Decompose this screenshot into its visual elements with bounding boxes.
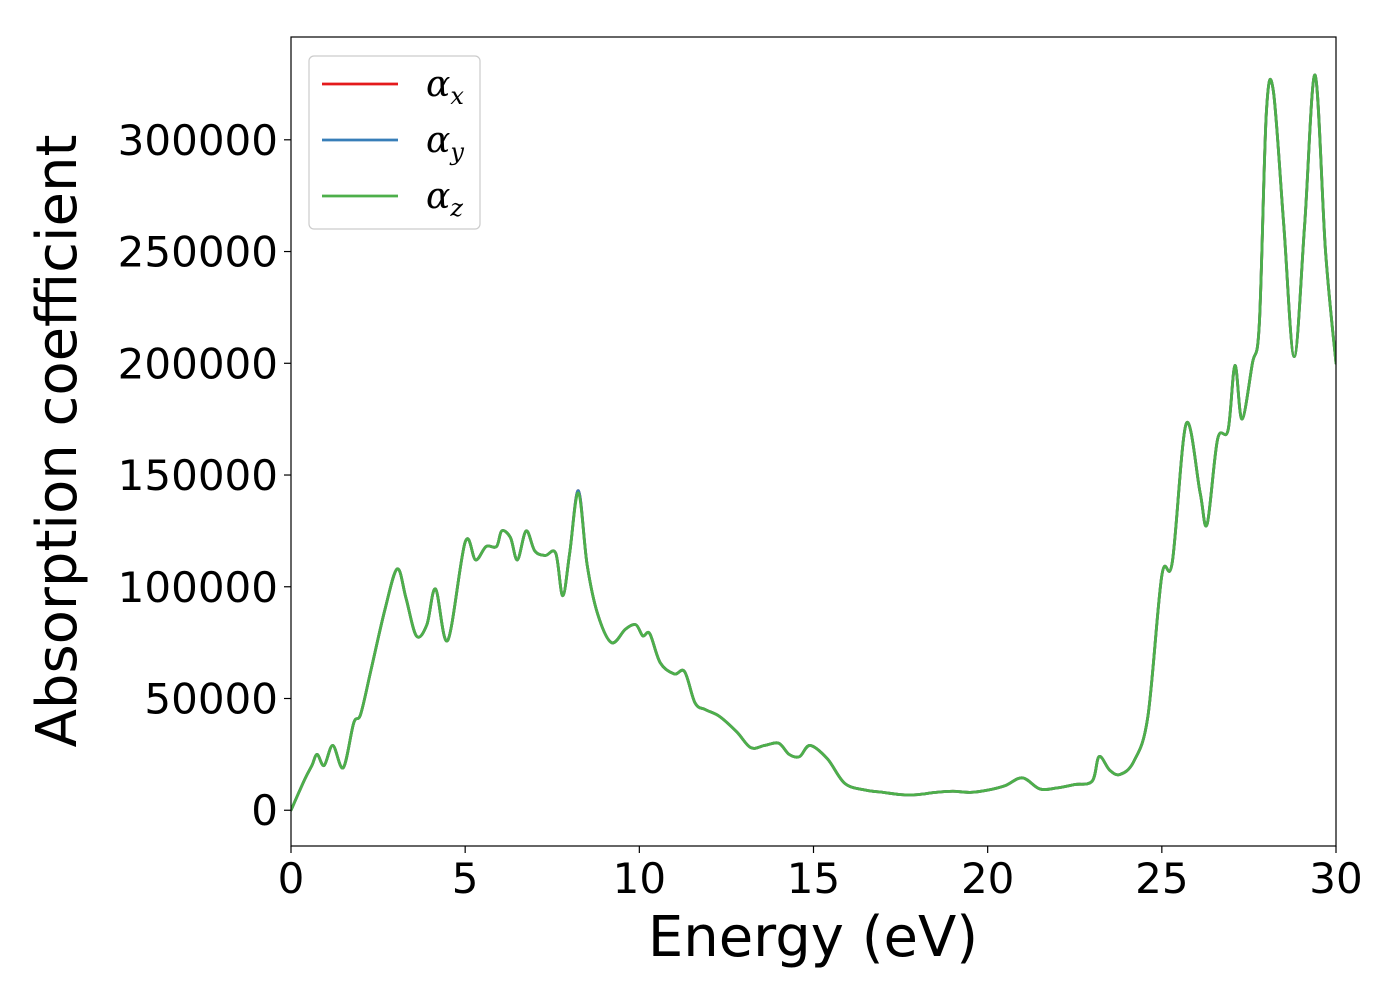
plot-frame [290,36,1337,847]
legend-subscript: y [449,138,464,166]
y-tick-label: 100000 [118,563,278,612]
legend-label-alpha-z: αz [426,176,463,222]
y-tick-label: 300000 [118,116,278,165]
x-tick-label: 30 [1309,854,1362,903]
x-tick-label: 0 [278,854,305,903]
x-tick-label: 10 [613,854,666,903]
legend-label-alpha-y: αy [426,120,464,166]
legend-symbol: α [426,120,450,161]
legend-symbol: α [426,176,450,217]
y-axis-label: Absorption coefficient [25,135,90,748]
series-line-alpha-z [291,73,1336,812]
x-axis-ticks: 0 5 10 15 20 25 30 [278,846,1363,903]
legend-subscript: x [450,82,464,110]
x-tick-label: 20 [961,854,1014,903]
x-axis-label: Energy (eV) [648,905,978,970]
legend-subscript: z [449,194,463,222]
legend-frame [308,55,481,230]
series-lines [291,73,1336,812]
legend-symbol: α [426,64,450,105]
y-tick-label: 50000 [144,675,278,724]
x-tick-label: 25 [1135,854,1188,903]
y-tick-label: 200000 [118,339,278,388]
y-tick-label: 150000 [118,451,278,500]
x-tick-label: 15 [787,854,840,903]
legend-label-alpha-x: αx [426,64,464,110]
x-tick-label: 5 [452,854,479,903]
y-axis-ticks: 0 50000 100000 150000 200000 250000 300000 [118,116,291,835]
y-tick-label: 0 [251,786,278,835]
y-tick-label: 250000 [118,228,278,277]
